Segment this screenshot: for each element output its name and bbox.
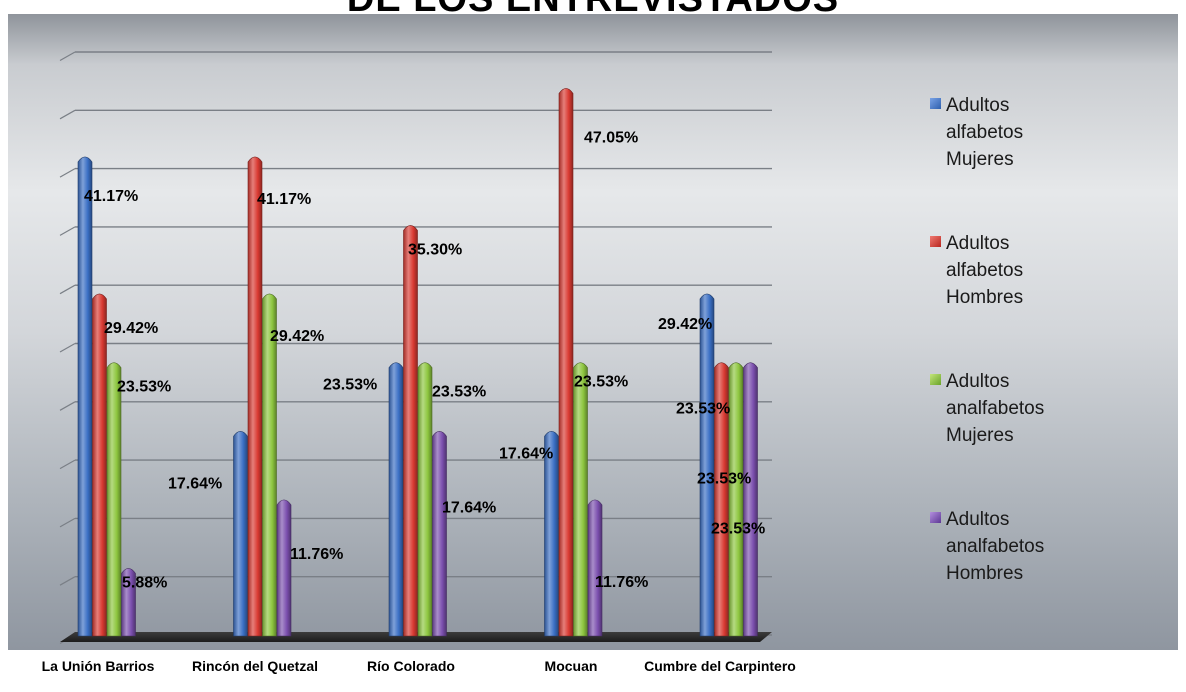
legend-swatch-purple (930, 512, 941, 523)
data-label: 17.64% (168, 475, 222, 492)
gridline-stub (59, 517, 76, 528)
gridline-stub (59, 51, 76, 62)
gridline-stub (59, 576, 76, 586)
data-label: 41.17% (257, 191, 311, 208)
bar-0-3 (121, 568, 136, 637)
bar-3-0 (544, 431, 559, 637)
gridline-stub (59, 342, 76, 353)
bar-0-0 (77, 156, 93, 637)
bar-4-2 (728, 362, 744, 637)
data-label: 23.53% (676, 401, 730, 418)
bar-3-3 (587, 499, 603, 637)
bar-3-1 (558, 88, 574, 637)
data-label: 23.53% (574, 374, 628, 391)
bar-3-2 (573, 362, 588, 637)
data-label: 23.53% (117, 379, 171, 396)
legend-swatch-red (930, 236, 941, 247)
data-label: 17.64% (499, 445, 553, 462)
category-label: Mocuan (545, 658, 598, 674)
legend-label: Adultos alfabetos Hombres (946, 233, 1024, 308)
bar-0-1 (92, 293, 107, 637)
data-label: 23.53% (432, 384, 486, 401)
category-label: La Unión Barrios (42, 658, 155, 674)
bar-2-1 (403, 225, 418, 637)
chart-title: DE LOS ENTREVISTADOS (0, 0, 1186, 21)
gridline-stub (59, 459, 76, 470)
gridline-stub (59, 284, 76, 295)
bar-4-1 (714, 362, 729, 637)
data-label: 29.42% (658, 316, 712, 333)
data-label: 29.42% (104, 320, 158, 337)
gridline-stub (59, 226, 76, 236)
data-label: 23.53% (711, 521, 765, 538)
bar-4-3 (743, 362, 758, 637)
data-label: 11.76% (595, 574, 648, 591)
gridline-stub (59, 109, 76, 120)
data-label: 47.05% (584, 129, 638, 146)
category-label: Rincón del Quetzal (192, 658, 318, 674)
data-label: 5.88% (122, 574, 167, 591)
category-label: Cumbre del Carpintero (644, 658, 796, 674)
data-label: 29.42% (270, 328, 324, 345)
legend-label: Adultos alfabetos Mujeres (946, 95, 1024, 170)
legend-label: Adultos analfabetos Mujeres (946, 371, 1045, 446)
data-label: 23.53% (323, 377, 377, 394)
legend-label: Adultos analfabetos Hombres (946, 509, 1045, 584)
data-label: 23.53% (697, 471, 751, 488)
bar-0-2 (106, 362, 122, 637)
data-label: 17.64% (442, 499, 496, 516)
legend-swatch-green (930, 374, 941, 385)
legend-swatch-blue (930, 98, 941, 109)
data-label: 41.17% (84, 188, 138, 205)
bar-2-0 (388, 362, 404, 637)
category-label: Río Colorado (367, 658, 455, 674)
data-label: 35.30% (408, 241, 462, 258)
bar-1-1 (247, 156, 263, 637)
bar-4-0 (699, 293, 715, 637)
gridline-stub (59, 401, 76, 411)
bar-1-3 (276, 499, 292, 637)
gridline-stub (59, 168, 76, 178)
bar-2-2 (417, 362, 433, 637)
bar-1-0 (233, 431, 248, 637)
data-label: 11.76% (290, 546, 343, 563)
bar-1-2 (262, 293, 277, 637)
bar-2-3 (432, 431, 447, 637)
